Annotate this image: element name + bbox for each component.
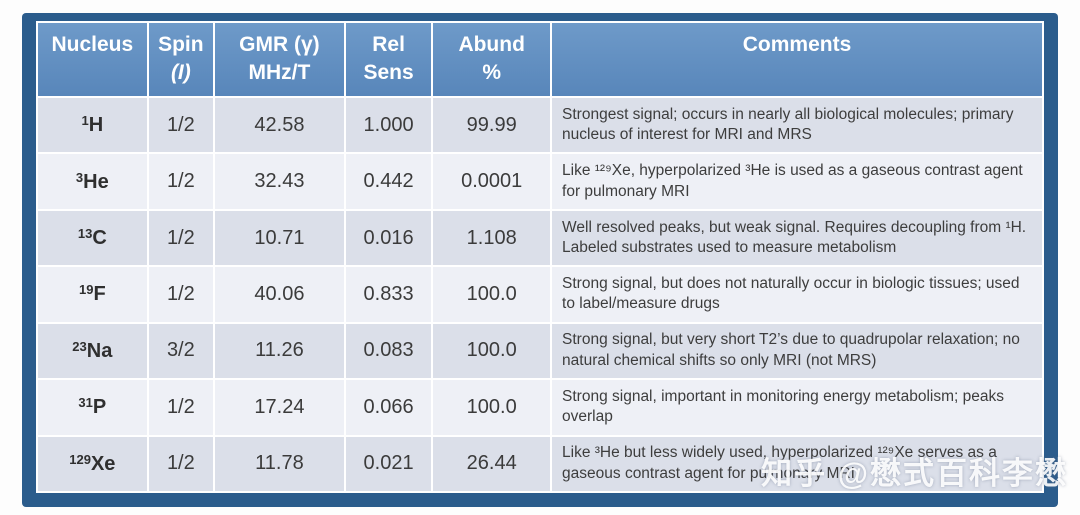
mass-number: 31	[78, 395, 93, 411]
table-row: 13C 1/2 10.71 0.016 1.108 Well resolved …	[36, 208, 1044, 268]
spin-cell: 3/2	[146, 321, 216, 381]
rel-sens-cell: 0.021	[343, 434, 434, 494]
header-label: (I)	[170, 61, 191, 85]
col-header-rel-sens: Rel Sens	[343, 21, 434, 98]
element-symbol: Na	[86, 339, 113, 362]
spin-cell: 1/2	[146, 378, 216, 437]
spin-cell: 1/2	[146, 434, 216, 494]
abundance-cell: 1.108	[431, 208, 553, 268]
spin-cell: 1/2	[146, 265, 216, 324]
col-header-spin: Spin (I)	[146, 21, 216, 98]
table-frame: Nucleus Spin (I) GMR (γ) MHz/T Rel Sens Abu…	[22, 13, 1058, 507]
header-label: Abund	[458, 33, 525, 56]
abundance-cell: 0.0001	[431, 152, 553, 211]
element-symbol: P	[92, 396, 107, 419]
gmr-cell: 17.24	[213, 378, 346, 437]
col-header-abundance: Abund%	[431, 21, 553, 98]
gmr-cell: 11.26	[213, 321, 346, 381]
table-row: 1H 1/2 42.58 1.000 99.99 Strongest signa…	[36, 95, 1044, 155]
header-label: Spin	[158, 33, 204, 56]
col-header-comments: Comments	[550, 21, 1044, 98]
nmr-nuclei-table: Nucleus Spin (I) GMR (γ) MHz/T Rel Sens Abu…	[36, 21, 1044, 494]
mass-number: 129	[69, 451, 91, 467]
header-label: MHz/T	[248, 61, 311, 85]
comment-cell: Strong signal, important in monitoring e…	[550, 378, 1044, 437]
abundance-cell: 100.0	[431, 321, 553, 381]
nucleus-cell: 129Xe	[36, 434, 149, 494]
element-symbol: Xe	[90, 452, 116, 475]
element-symbol: C	[92, 227, 107, 250]
spin-cell: 1/2	[146, 95, 216, 155]
nucleus-cell: 13C	[36, 208, 149, 268]
element-symbol: H	[88, 114, 104, 137]
mass-number: 3	[75, 169, 84, 185]
col-header-gmr: GMR (γ) MHz/T	[213, 21, 346, 98]
abundance-cell: 100.0	[431, 265, 553, 324]
abundance-cell: 99.99	[431, 95, 553, 155]
comment-cell: Well resolved peaks, but weak signal. Re…	[550, 208, 1044, 268]
mass-number: 13	[77, 226, 93, 242]
nucleus-cell: 3He	[36, 152, 149, 211]
mass-number: 23	[72, 338, 87, 354]
rel-sens-cell: 0.083	[343, 321, 434, 381]
rel-sens-cell: 0.442	[343, 152, 434, 211]
header-label: Sens	[363, 61, 414, 85]
comment-cell: Strong signal, but very short T2’s due t…	[550, 321, 1044, 381]
comment-cell: Strongest signal; occurs in nearly all b…	[550, 95, 1044, 155]
rel-sens-cell: 0.016	[343, 208, 434, 268]
gmr-cell: 40.06	[213, 265, 346, 324]
table-row: 3He 1/2 32.43 0.442 0.0001 Like ¹²⁹Xe, h…	[36, 152, 1044, 211]
header-label: Nucleus	[51, 33, 134, 56]
nucleus-cell: 19F	[36, 265, 149, 324]
mass-number: 19	[78, 282, 94, 298]
table-row: 129Xe 1/2 11.78 0.021 26.44 Like ³He but…	[36, 434, 1044, 494]
header-label: %	[482, 61, 502, 85]
nucleus-cell: 31P	[36, 378, 149, 437]
comment-cell: Like ¹²⁹Xe, hyperpolarized ³He is used a…	[550, 152, 1044, 211]
header-label: GMR (γ)	[239, 33, 320, 56]
gmr-cell: 42.58	[213, 95, 346, 155]
mass-number: 1	[81, 113, 89, 129]
nucleus-cell: 1H	[36, 95, 149, 155]
gmr-cell: 10.71	[213, 208, 346, 268]
table-row: 31P 1/2 17.24 0.066 100.0 Strong signal,…	[36, 378, 1044, 437]
header-label: Comments	[742, 33, 852, 56]
gmr-cell: 32.43	[213, 152, 346, 211]
comment-cell: Strong signal, but does not naturally oc…	[550, 265, 1044, 324]
header-label: Rel	[372, 33, 405, 56]
spin-cell: 1/2	[146, 208, 216, 268]
spin-cell: 1/2	[146, 152, 216, 211]
comment-cell: Like ³He but less widely used, hyperpola…	[550, 434, 1044, 494]
nucleus-cell: 23Na	[36, 321, 149, 381]
element-symbol: F	[93, 283, 106, 306]
gmr-cell: 11.78	[213, 434, 346, 494]
abundance-cell: 26.44	[431, 434, 553, 494]
table-row: 19F 1/2 40.06 0.833 100.0 Strong signal,…	[36, 265, 1044, 324]
header-row: Nucleus Spin (I) GMR (γ) MHz/T Rel Sens Abu…	[36, 21, 1044, 98]
rel-sens-cell: 0.066	[343, 378, 434, 437]
rel-sens-cell: 0.833	[343, 265, 434, 324]
abundance-cell: 100.0	[431, 378, 553, 437]
element-symbol: He	[83, 170, 109, 193]
rel-sens-cell: 1.000	[343, 95, 434, 155]
table-row: 23Na 3/2 11.26 0.083 100.0 Strong signal…	[36, 321, 1044, 381]
col-header-nucleus: Nucleus	[36, 21, 149, 98]
